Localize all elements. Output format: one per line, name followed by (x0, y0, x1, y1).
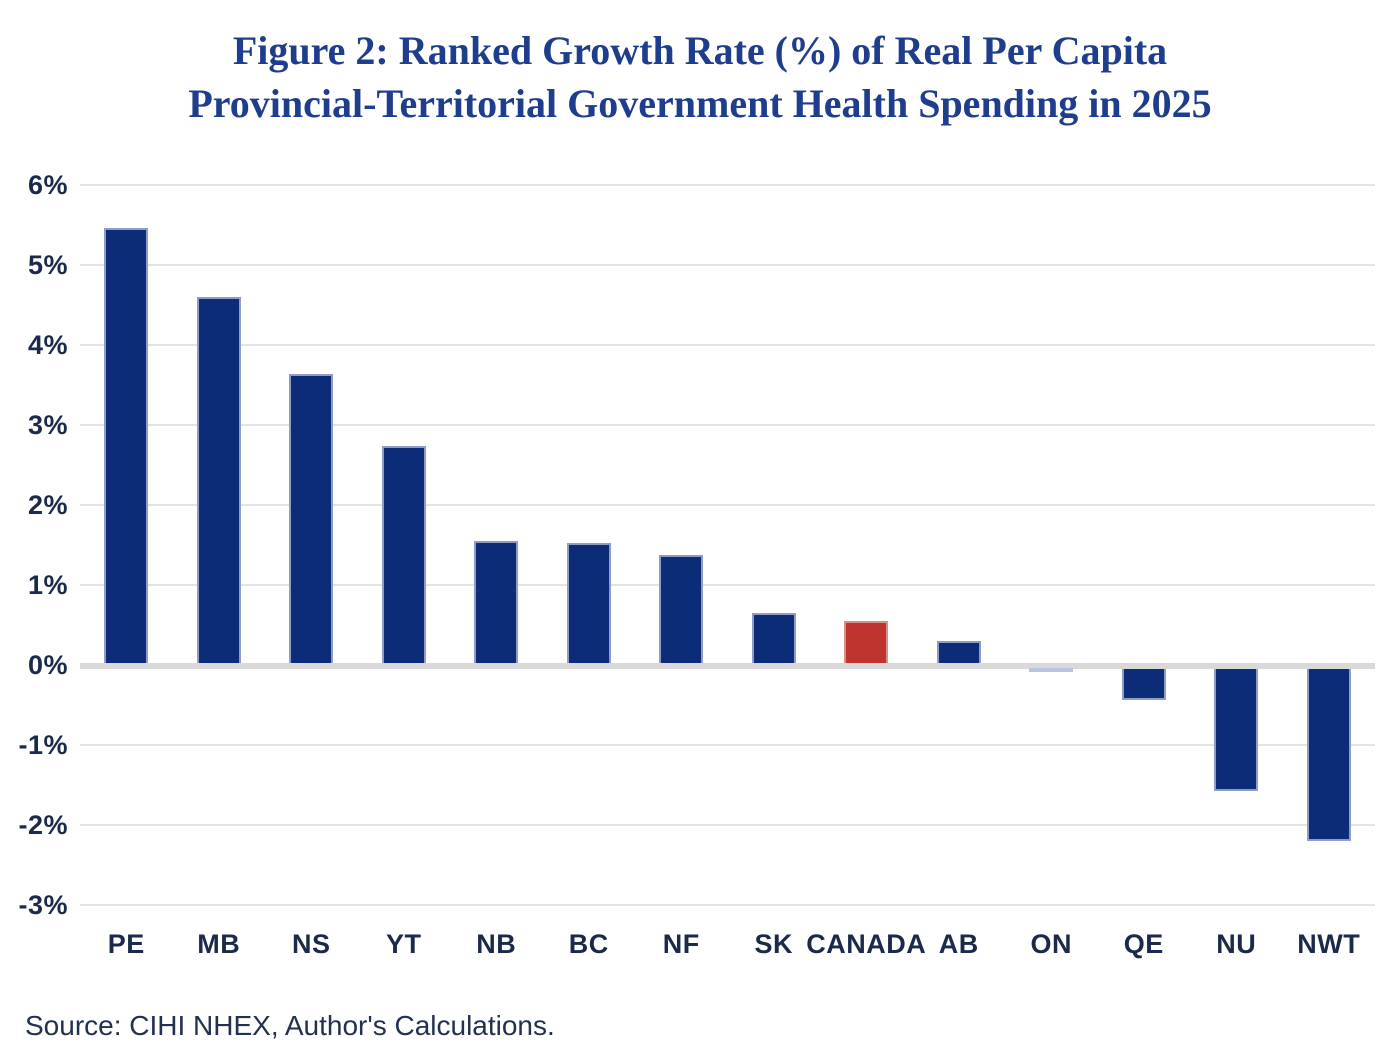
gridline--2 (80, 824, 1375, 826)
bar-on (1029, 668, 1074, 672)
bar-nwt (1306, 669, 1351, 841)
bar-pe (104, 228, 149, 663)
y-axis-label-2%: 2% (27, 490, 68, 520)
gridline-5 (80, 264, 1375, 266)
x-axis-label-bc: BC (568, 929, 609, 959)
y-axis-label-4%: 4% (27, 330, 68, 360)
zero-baseline (80, 663, 1375, 669)
chart-title: Figure 2: Ranked Growth Rate (%) of Real… (0, 24, 1400, 130)
x-axis-label-qe: QE (1123, 929, 1164, 959)
bar-canada (844, 621, 889, 663)
bar-bc (566, 543, 611, 663)
x-axis-label-nwt: NWT (1297, 929, 1361, 959)
gridline-2 (80, 504, 1375, 506)
bar-yt (381, 445, 426, 663)
y-axis-label--1%: -1% (18, 730, 68, 760)
gridline-6 (80, 184, 1375, 186)
y-axis-label--2%: -2% (18, 810, 68, 840)
bar-qe (1121, 669, 1166, 700)
x-axis-label-nb: NB (476, 929, 517, 959)
x-axis-label-yt: YT (385, 929, 422, 959)
x-axis-label-canada: CANADA (806, 929, 927, 959)
source-note: Source: CIHI NHEX, Author's Calculations… (25, 1010, 555, 1041)
bar-ns (289, 373, 334, 663)
bar-ab (936, 641, 981, 663)
bar-sk (751, 613, 796, 663)
x-axis-label-nu: NU (1216, 929, 1257, 959)
x-axis-label-ns: NS (291, 929, 331, 959)
y-axis-label--3%: -3% (18, 890, 68, 920)
y-axis-label-1%: 1% (27, 570, 68, 600)
y-axis-label-6%: 6% (27, 170, 68, 200)
x-axis-label-ab: AB (938, 929, 979, 959)
y-axis-label-0%: 0% (27, 650, 68, 680)
bar-nf (659, 555, 704, 663)
gridline--1 (80, 744, 1375, 746)
bar-nb (474, 541, 519, 663)
bar-mb (196, 297, 241, 663)
x-axis-label-sk: SK (754, 929, 793, 959)
y-axis-label-3%: 3% (27, 410, 68, 440)
gridline--3 (80, 904, 1375, 906)
gridline-4 (80, 344, 1375, 346)
x-axis-label-pe: PE (107, 929, 145, 959)
y-axis-label-5%: 5% (27, 250, 68, 280)
gridline-1 (80, 584, 1375, 586)
chart-title-line2: Provincial-Territorial Government Health… (188, 81, 1212, 126)
x-axis-label-nf: NF (662, 929, 700, 959)
x-axis-label-on: ON (1030, 929, 1072, 959)
chart-title-line1: Figure 2: Ranked Growth Rate (%) of Real… (232, 28, 1168, 73)
x-axis-label-mb: MB (197, 929, 241, 959)
bar-nu (1214, 669, 1259, 791)
gridline-3 (80, 424, 1375, 426)
